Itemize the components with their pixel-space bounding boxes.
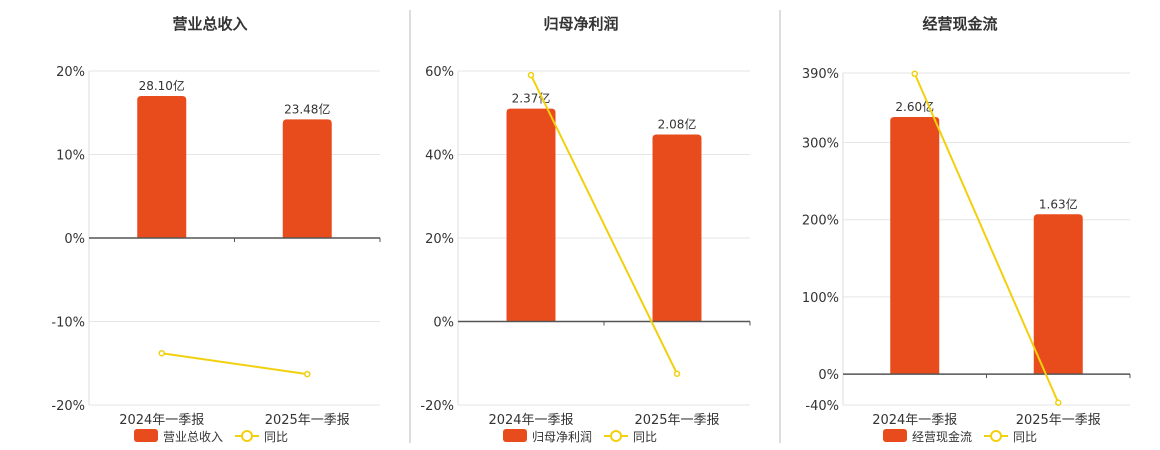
legend-bar-label: 营业总收入 (163, 430, 223, 444)
y-tick-label: 390% (802, 67, 839, 82)
y-tick-label: 10% (56, 149, 85, 164)
legend-line-marker (990, 430, 1003, 442)
legend: 归母净利润 同比 (503, 429, 657, 444)
x-tick-label: 2024年一季报 (488, 413, 573, 428)
line-point (527, 71, 535, 79)
y-tick-label: 20% (425, 232, 454, 247)
x-axis: 2024年一季报 2025年一季报 (458, 320, 751, 428)
line-yoy (530, 74, 678, 375)
legend-line-marker (241, 430, 254, 442)
y-axis: 390% 300% 200% 100% 0% -40% (802, 67, 844, 414)
bar (506, 108, 556, 322)
legend-line-marker (610, 430, 623, 442)
legend-bar-swatch (134, 429, 158, 442)
bar-data-label: 2.08亿 (658, 116, 697, 131)
bar-data-label: 1.63亿 (1039, 196, 1078, 211)
bars: 2.60亿 1.63亿 (890, 99, 1083, 375)
y-tick-label: -20% (420, 399, 454, 414)
legend-line-label: 同比 (264, 430, 288, 444)
legend-line-label: 同比 (1013, 430, 1037, 444)
y-tick-label: -10% (51, 316, 85, 331)
line-series (911, 70, 1062, 406)
bar (137, 96, 187, 238)
y-tick-label: -20% (51, 399, 85, 414)
line-point (304, 370, 311, 378)
x-axis: 2024年一季报 2025年一季报 (89, 237, 381, 428)
y-tick-label: 100% (802, 291, 839, 306)
grid-lines (458, 70, 750, 406)
line-series (527, 71, 681, 377)
bar-data-label: 2.60亿 (895, 99, 934, 114)
y-tick-label: 0% (818, 368, 839, 383)
chart-panel-revenue: 营业总收入 20% 10% 0% -10% -20% 28.10亿 23.48亿 2024… (51, 15, 381, 444)
x-tick-label: 2024年一季报 (872, 413, 957, 428)
chart-title: 经营现金流 (922, 15, 997, 33)
legend-bar-swatch (503, 429, 527, 442)
y-tick-label: 0% (433, 316, 454, 331)
bar-data-label: 28.10亿 (139, 78, 185, 93)
legend-bar-label: 归母净利润 (532, 430, 592, 444)
line-point (1055, 399, 1062, 406)
y-tick-label: 20% (56, 65, 85, 80)
chart-panel-cashflow: 经营现金流 390%300%200%100%0%-40% 2.60亿1.63亿 … (802, 15, 1131, 444)
line-point (911, 70, 918, 78)
x-tick-label: 2024年一季报 (119, 413, 204, 428)
legend: 营业总收入 同比 (134, 429, 288, 444)
x-tick-label: 2025年一季报 (1016, 413, 1101, 428)
legend-bar-swatch (883, 429, 907, 442)
line-series (158, 349, 311, 378)
y-tick-label: 60% (425, 65, 454, 80)
y-tick-label: 200% (802, 214, 839, 229)
y-tick-label: 40% (425, 149, 454, 164)
y-axis: 20% 10% 0% -10% -20% (51, 65, 90, 414)
x-axis: 2024年一季报 2025年一季报 (843, 373, 1131, 428)
y-axis: 60% 40% 20% 0% -20% (420, 65, 459, 414)
chart-title: 归母净利润 (543, 15, 618, 33)
y-tick-label: 300% (802, 136, 839, 151)
legend-line-label: 同比 (633, 430, 657, 444)
x-tick-label: 2025年一季报 (634, 413, 719, 428)
bars: 28.10亿 23.48亿 (137, 78, 332, 238)
x-tick-label: 2025年一季报 (265, 413, 350, 428)
chart-title: 营业总收入 (172, 15, 247, 33)
legend: 经营现金流 同比 (883, 429, 1037, 444)
line-point (158, 349, 165, 357)
bar (1033, 214, 1083, 375)
y-tick-label: -40% (805, 399, 839, 414)
bar (652, 134, 702, 322)
line-yoy (161, 352, 308, 376)
line-yoy (913, 73, 1060, 404)
bar (890, 117, 940, 375)
y-tick-label: 0% (64, 232, 85, 247)
line-point (673, 370, 681, 377)
bar (282, 119, 332, 238)
legend-bar-label: 经营现金流 (912, 429, 972, 444)
bar-data-label: 23.48亿 (284, 101, 330, 116)
